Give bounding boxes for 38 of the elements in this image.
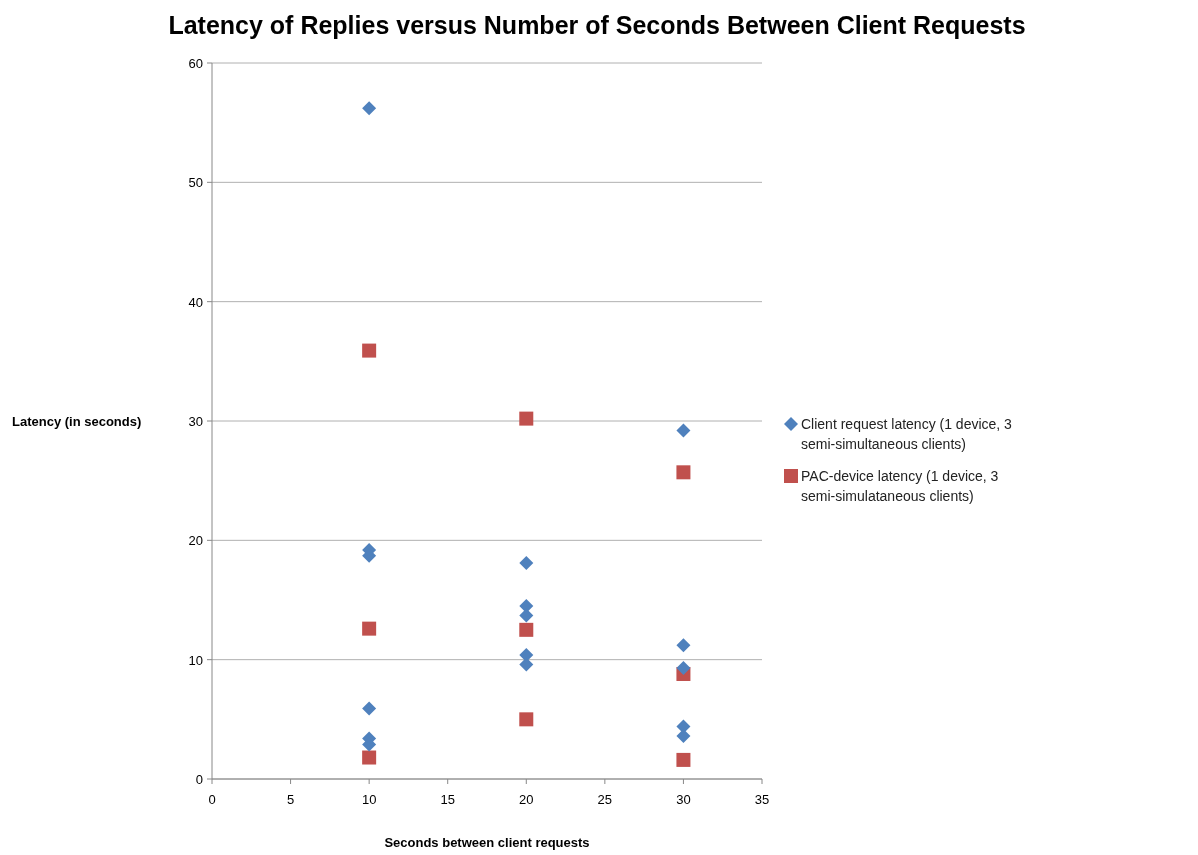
y-axis-title: Latency (in seconds) bbox=[12, 414, 142, 429]
point bbox=[519, 622, 534, 637]
y-tick-label: 0 bbox=[195, 772, 203, 787]
point bbox=[676, 638, 691, 653]
point bbox=[519, 712, 534, 727]
x-tick-label: 30 bbox=[676, 792, 691, 807]
x-tick-label: 0 bbox=[208, 792, 216, 807]
chart-title: Latency of Replies versus Number of Seconds Between Client Requests bbox=[168, 11, 1026, 39]
x-axis-title: Seconds between client requests bbox=[384, 835, 590, 850]
y-tick-label: 50 bbox=[188, 175, 203, 191]
x-tick-label: 5 bbox=[286, 792, 295, 807]
x-tick-label: 20 bbox=[519, 792, 534, 807]
legend-label: Client request latency (1 device, 3 semi-simultaneous clients) bbox=[801, 416, 1013, 452]
point bbox=[676, 423, 691, 438]
x-tick-label: 10 bbox=[361, 792, 377, 807]
y-tick-label: 60 bbox=[188, 56, 203, 71]
point bbox=[362, 343, 377, 358]
x-tick-label: 15 bbox=[440, 792, 455, 807]
point bbox=[362, 101, 377, 116]
point bbox=[676, 719, 691, 734]
y-tick-label: 30 bbox=[188, 414, 203, 429]
point bbox=[362, 701, 377, 716]
legend-label: PAC-device latency (1 device, 3 semi-simulataneous clients) bbox=[801, 468, 999, 504]
y-tick-label: 40 bbox=[188, 294, 203, 310]
x-tick-label: 25 bbox=[597, 792, 613, 807]
point bbox=[519, 411, 534, 426]
x-tick-label: 35 bbox=[754, 792, 770, 807]
point bbox=[676, 661, 691, 676]
point bbox=[519, 608, 534, 623]
point bbox=[676, 465, 691, 480]
point bbox=[519, 556, 534, 571]
point bbox=[362, 750, 377, 765]
point bbox=[519, 657, 534, 672]
point bbox=[362, 621, 377, 636]
y-tick-label: 10 bbox=[188, 652, 203, 668]
point bbox=[676, 752, 691, 767]
y-tick-label: 20 bbox=[188, 533, 203, 549]
point bbox=[676, 729, 691, 744]
